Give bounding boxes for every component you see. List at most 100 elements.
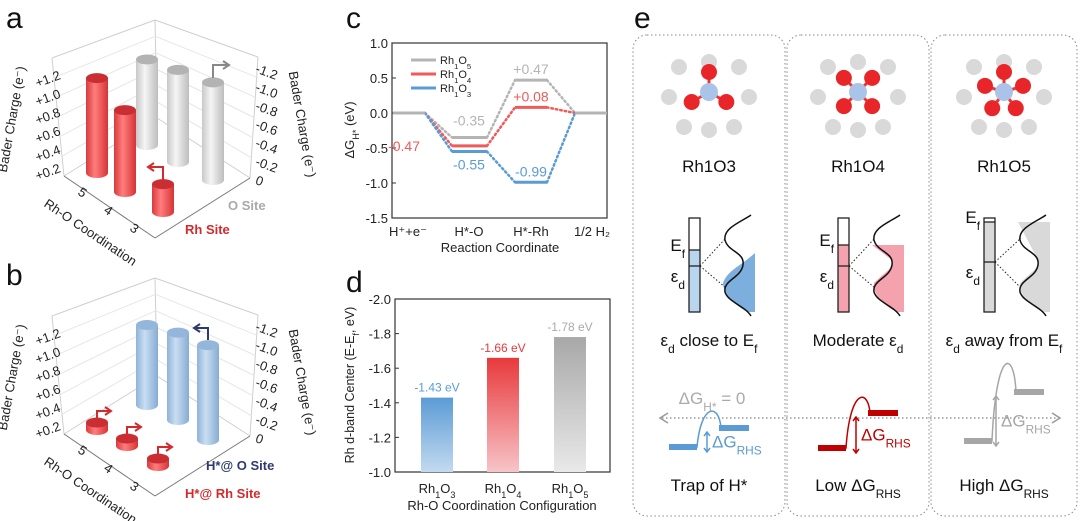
h-rh-site-arrow-icon [126,422,143,439]
connector-Rh1O4 [485,106,517,148]
text-part: = 0 [716,389,745,408]
right-axis-tick: -1.0 [254,337,280,359]
atom-o [683,94,700,110]
formula-element: O [440,481,450,496]
data-label: -0.35 [453,113,485,129]
text-part: High ΔG [959,476,1023,495]
x-category-label: 1/2 H₂ [574,224,610,239]
formula-subscript: 4 [467,76,472,85]
cylinder-top [167,64,189,75]
guide-line [848,265,876,289]
bar-value-label: -1.43 eV [414,381,459,395]
atom-grey [1021,119,1037,135]
atom-grey [966,59,982,75]
text-part: E [670,236,681,255]
panel-label-d: d [346,266,363,299]
cylinder-top [197,340,219,351]
cylinder-body [202,82,224,180]
subscript: H* [703,400,717,414]
text-part: Rh d-band Center (E-E [343,336,357,464]
formula-element: O [506,481,516,496]
column-box [786,34,930,517]
formula-element: O [458,83,467,95]
cylinder-body [197,345,219,440]
right-axis-label: Bader Charge (e⁻) [286,70,319,178]
band-bar [983,217,996,313]
legend-h-rh-site: H*@ Rh Site [185,486,261,501]
connector-Rh1O5 [485,78,517,139]
text-part: close to E [675,331,754,350]
text-part: ε [966,263,974,282]
legend-label: Rh1O5 [440,55,471,71]
connector-Rh1O5 [545,78,577,115]
right-axis-tick: -0.4 [254,135,280,157]
cylinder-body [136,59,158,145]
x-category-label: H⁺+e⁻ [389,224,427,239]
atom-o [1007,100,1024,117]
atom-grey [890,89,906,105]
right-axis-tick: -0.8 [254,98,280,120]
atom-o [864,69,881,86]
subscript: f [351,333,361,336]
formula-label: Rh1O3 [682,157,736,176]
formula-subscript: 1 [501,490,506,500]
subscript: RHS [886,437,911,451]
grid-line [155,35,257,78]
formula-subscript: 4 [516,490,521,500]
delta-g-rhs-label: ΔGRHS [861,426,911,451]
dband-description: εd close to Ef [661,331,759,356]
atom-grey [956,89,972,105]
data-label: +0.08 [513,88,549,104]
right-axis-label: Bader Charge (e⁻) [286,328,319,436]
atom-o [976,77,993,94]
text-part: Trap of H* [671,476,748,495]
text-part: ε [820,267,828,286]
atom-o [701,64,717,80]
panel-a-bader-chart: +0.2+0.4+0.6+0.8+1.0+1.20-0.2-0.4-0.6-0.… [0,19,319,269]
formula-subscript: 1 [435,490,440,500]
right-axis-tick: -0.6 [254,117,280,139]
text-part: ε [661,331,669,350]
atom-rh [849,83,867,101]
right-axis-tick: 0 [254,430,266,447]
left-axis-tick: +1.2 [33,325,62,348]
structure-Rh1O3-icon [661,54,757,138]
y-tick-label: 0.5 [370,71,388,86]
text-part: ε [671,267,679,286]
subscript: RHS [876,487,901,501]
filled-states [689,250,700,312]
formula-subscript: 1 [454,90,458,99]
coordination-axis-label: Rh-O Coordination [41,454,139,521]
x-category-label: Rh1O4 [485,481,522,500]
structure-Rh1O4-icon [810,54,906,138]
plot-frame [391,42,608,219]
cylinder-body [167,69,189,162]
energy-profile: ΔGRHS [964,362,1051,448]
grid-line [53,35,156,79]
atom-grey [825,119,841,135]
y-tick-label: 0.0 [370,106,388,121]
formula-element: O [573,481,583,496]
atom-o [984,100,1001,117]
filled-dos [872,245,904,312]
guide-line [994,237,1022,263]
dos-diagram: Ef εd [965,208,1050,317]
cylinder-top [86,73,108,84]
h-rh-site-arrow-icon [157,442,174,459]
data-label: -0.55 [453,157,485,173]
subscript: RHS [1024,487,1049,501]
text-part: ΔG [861,426,886,445]
band-bar [688,217,701,313]
axis-frame-line [154,277,259,316]
right-axis-tick: -0.8 [254,356,280,378]
atom-rh [700,83,718,101]
axis-frame-line [51,277,156,317]
panel-label-c: c [346,2,361,35]
filled-dos [1018,222,1050,312]
grid-line [155,52,256,98]
text-part: , eV) [343,307,357,333]
bar-Rh1O3 [421,397,453,472]
